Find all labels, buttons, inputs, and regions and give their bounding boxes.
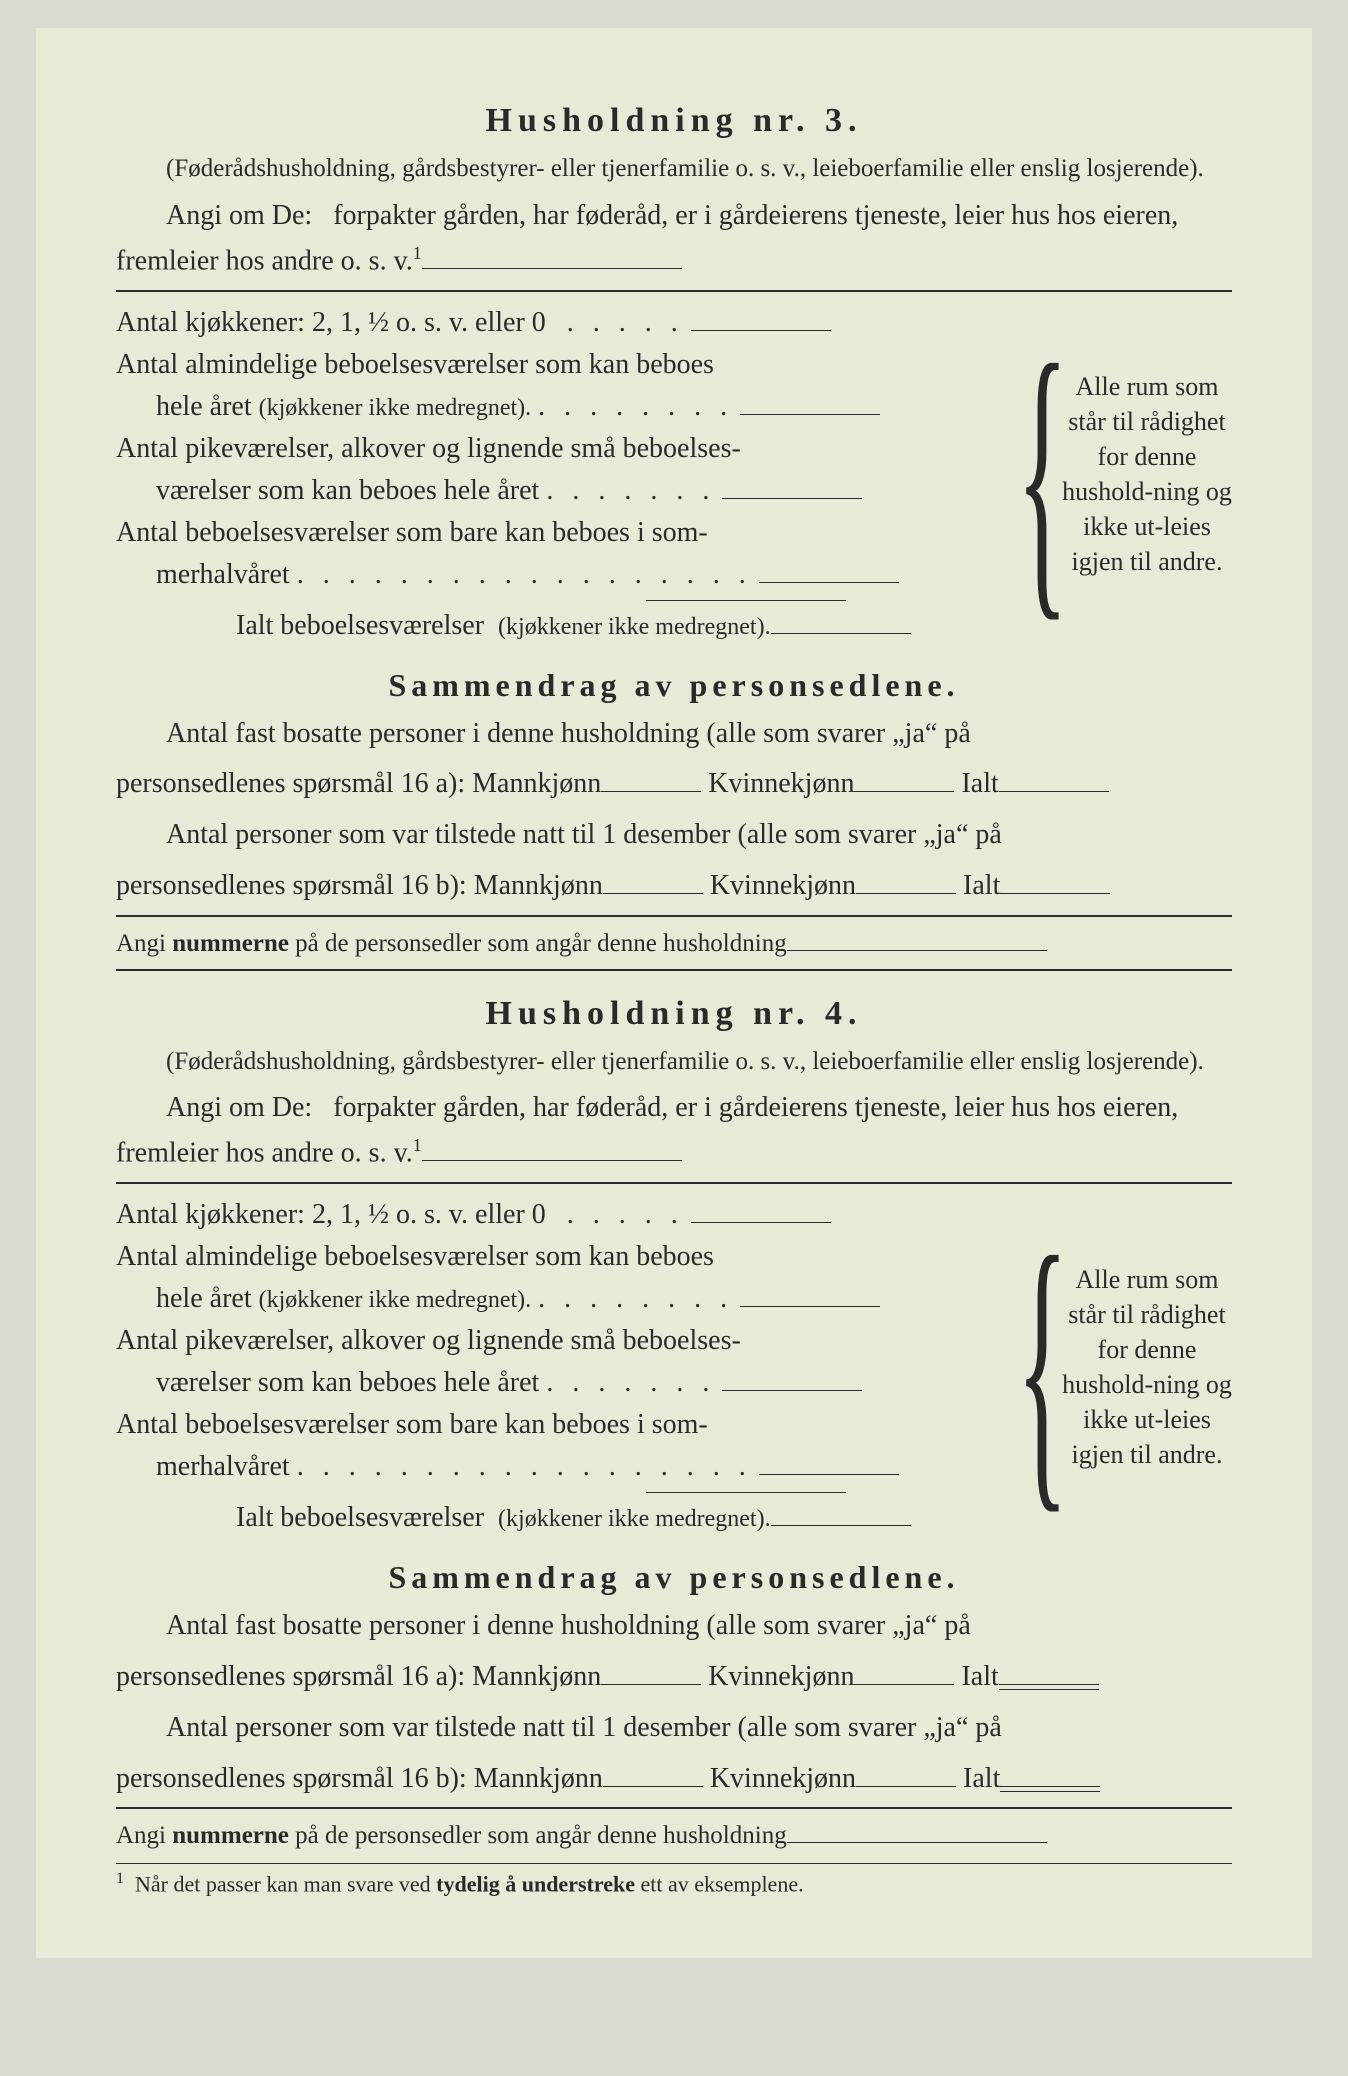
fn-suf: ett av eksemplene.: [640, 1872, 803, 1897]
s4-num-pre: Angi: [116, 1822, 166, 1849]
household-4-angi: Angi om De: forpakter gården, har føderå…: [116, 1086, 1232, 1176]
q-summer-a: Antal beboelsesværelser som bare kan beb…: [116, 517, 708, 548]
fn-bold: tydelig å understreke: [436, 1872, 635, 1897]
summary-3-line1a: Antal fast bosatte personer i denne hush…: [116, 712, 1232, 757]
q4-summer-a: Antal beboelsesværelser som bare kan beb…: [116, 1409, 708, 1440]
sum-rule: [646, 600, 846, 601]
q-rooms-b: hele året: [156, 391, 252, 422]
angi4-prefix: Angi om De:: [166, 1092, 312, 1123]
q4-maid-a: Antal pikeværelser, alkover og lignende …: [116, 1325, 741, 1356]
q4-rooms-b: hele året: [156, 1283, 252, 1314]
s4-ialt: Ialt: [961, 1661, 998, 1692]
s4-kvinne: Kvinnekjønn: [708, 1661, 854, 1692]
household-4-summary-title: Sammendrag av personsedlene.: [116, 1559, 1232, 1596]
household-3-subtitle: (Føderådshusholdning, gårdsbestyrer- ell…: [116, 152, 1232, 186]
q4-summer-b: merhalvåret: [156, 1451, 290, 1482]
footnote: 1 Når det passer kan man svare ved tydel…: [116, 1870, 1232, 1897]
divider: [116, 1807, 1232, 1809]
q4-total: Ialt beboelsesværelser: [236, 1502, 484, 1533]
summary-4-line2b: personsedlenes spørsmål 16 b): Mannkjønn…: [116, 1757, 1232, 1802]
q4-rooms-a: Antal almindelige beboelsesværelser som …: [116, 1241, 714, 1272]
summary-4-line1a: Antal fast bosatte personer i denne hush…: [116, 1604, 1232, 1649]
sum-rule4: [646, 1492, 846, 1493]
s3-num-pre: Angi: [116, 930, 166, 957]
section-divider: [116, 969, 1232, 971]
household-3-angi: Angi om De: forpakter gården, har føderå…: [116, 194, 1232, 284]
s3-kvinne2: Kvinnekjønn: [710, 870, 856, 901]
q-total-sub: (kjøkkener ikke medregnet).: [498, 614, 771, 640]
q4-total-sub: (kjøkkener ikke medregnet).: [498, 1506, 771, 1532]
s3-l2b-text: personsedlenes spørsmål 16 b): Mannkjønn: [116, 870, 603, 901]
q-total: Ialt beboelsesværelser: [236, 610, 484, 641]
summary-3-line2a: Antal personer som var tilstede natt til…: [116, 813, 1232, 858]
s4-num-suf: på de personsedler som angår denne husho…: [295, 1822, 787, 1849]
angi-prefix: Angi om De:: [166, 200, 312, 231]
s4-l2b-text: personsedlenes spørsmål 16 b): Mannkjønn: [116, 1763, 603, 1794]
s4-ialt2: Ialt: [963, 1763, 1000, 1794]
household-3-rooms: Antal kjøkkener: 2, 1, ½ o. s. v. eller …: [116, 302, 1232, 647]
rooms-questions: Antal kjøkkener: 2, 1, ½ o. s. v. eller …: [116, 302, 1022, 647]
q4-kitchens: Antal kjøkkener: 2, 1, ½ o. s. v. eller …: [116, 1199, 546, 1230]
summary-3-line1b: personsedlenes spørsmål 16 a): Mannkjønn…: [116, 762, 1232, 807]
footnote-marker: 1: [116, 1870, 124, 1887]
s3-ialt2: Ialt: [963, 870, 1000, 901]
q-rooms-c: (kjøkkener ikke medregnet).: [259, 395, 532, 421]
q-rooms-a: Antal almindelige beboelsesværelser som …: [116, 349, 714, 380]
q-maid-a: Antal pikeværelser, alkover og lignende …: [116, 433, 741, 464]
brace-icon: {: [1022, 302, 1062, 647]
summary-3-line2b: personsedlenes spørsmål 16 b): Mannkjønn…: [116, 864, 1232, 909]
s3-ialt: Ialt: [961, 768, 998, 799]
census-form-page: Husholdning nr. 3. (Føderådshusholdning,…: [36, 28, 1312, 1958]
brace-icon: {: [1022, 1194, 1062, 1539]
rooms4-questions: Antal kjøkkener: 2, 1, ½ o. s. v. eller …: [116, 1194, 1022, 1539]
summary-4-line2a: Antal personer som var tilstede natt til…: [116, 1706, 1232, 1751]
household-4-subtitle: (Føderådshusholdning, gårdsbestyrer- ell…: [116, 1045, 1232, 1079]
divider: [116, 1182, 1232, 1184]
q4-maid-b: værelser som kan beboes hele året: [156, 1367, 539, 1398]
rooms4-side-note: Alle rum som står til rådighet for denne…: [1062, 1194, 1232, 1539]
s3-kvinne: Kvinnekjønn: [708, 768, 854, 799]
summary-3-nummer: Angi nummerne på de personsedler som ang…: [116, 927, 1232, 961]
q-kitchens: Antal kjøkkener: 2, 1, ½ o. s. v. eller …: [116, 307, 546, 338]
s3-num-suf: på de personsedler som angår denne husho…: [295, 930, 787, 957]
household-4-rooms: Antal kjøkkener: 2, 1, ½ o. s. v. eller …: [116, 1194, 1232, 1539]
fn-pre: Når det passer kan man svare ved: [135, 1872, 431, 1897]
divider: [116, 290, 1232, 292]
summary-4-nummer: Angi nummerne på de personsedler som ang…: [116, 1819, 1232, 1853]
divider: [116, 915, 1232, 917]
q-summer-b: merhalvåret: [156, 559, 290, 590]
household-3-title: Husholdning nr. 3.: [116, 102, 1232, 140]
s4-kvinne2: Kvinnekjønn: [710, 1763, 856, 1794]
rooms-side-note: Alle rum som står til rådighet for denne…: [1062, 302, 1232, 647]
s4-num-bold: nummerne: [172, 1822, 289, 1849]
household-3-summary-title: Sammendrag av personsedlene.: [116, 667, 1232, 704]
q4-rooms-c: (kjøkkener ikke medregnet).: [259, 1287, 532, 1313]
q-maid-b: værelser som kan beboes hele året: [156, 475, 539, 506]
footnote-rule: [116, 1863, 1232, 1864]
s3-l1b-text: personsedlenes spørsmål 16 a): Mannkjønn: [116, 768, 601, 799]
summary-4-line1b: personsedlenes spørsmål 16 a): Mannkjønn…: [116, 1655, 1232, 1700]
s4-l1b-text: personsedlenes spørsmål 16 a): Mannkjønn: [116, 1661, 601, 1692]
household-4-title: Husholdning nr. 4.: [116, 995, 1232, 1033]
s3-num-bold: nummerne: [172, 930, 289, 957]
